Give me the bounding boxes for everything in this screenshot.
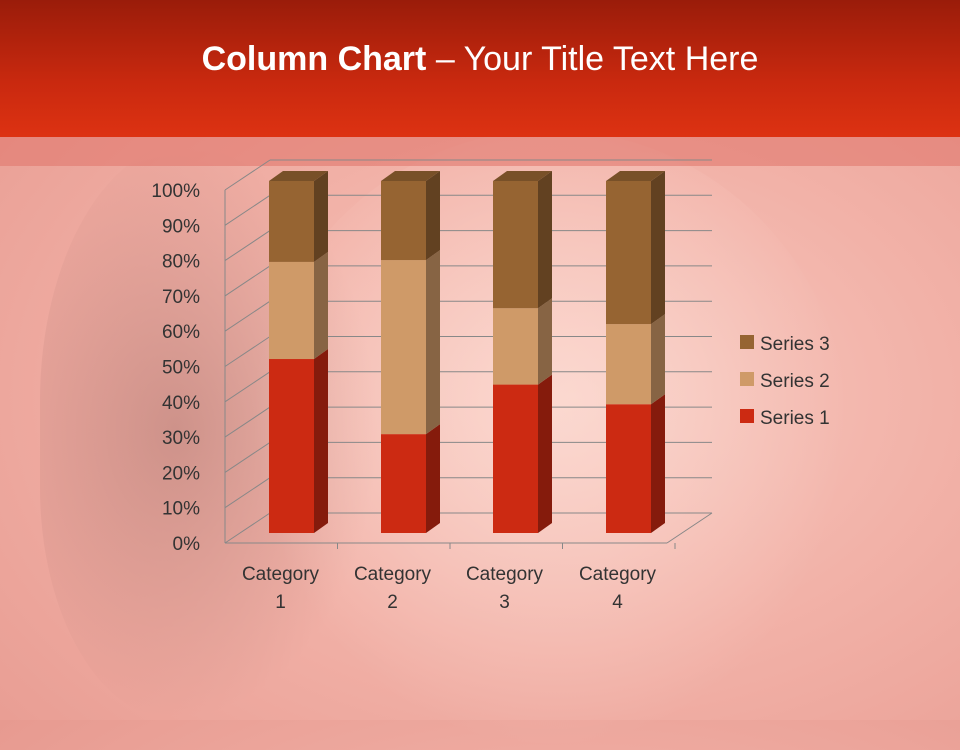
column-chart: 0% 10% 20% 30% 40% 50% 60% 70% 80% 90% 100% Categor… [151, 159, 830, 613]
bar-top-4 [606, 171, 665, 181]
y-tick-label: 40% [162, 393, 200, 414]
x-tick-label-number: 2 [387, 592, 398, 613]
gridline-side [224, 159, 271, 191]
bar-4-series-3 [606, 181, 651, 325]
bar-3-series-2 [493, 308, 538, 385]
gridline-side [224, 406, 271, 438]
bar-top-2 [381, 171, 440, 181]
bar-1-series-1 [269, 359, 314, 533]
x-tick-label: Category [466, 564, 544, 585]
bar-3-series-3 [493, 181, 538, 309]
title-rest: – Your Title Text Here [426, 40, 759, 78]
bar-side-2-series-3 [426, 171, 440, 261]
gridline-side [224, 371, 271, 403]
legend-swatch [740, 409, 754, 423]
bar-2-series-2 [381, 260, 426, 435]
x-tick-label-number: 4 [612, 592, 623, 613]
legend-swatch [740, 335, 754, 349]
y-tick-label: 70% [162, 287, 200, 308]
x-tick-label: Category [579, 564, 657, 585]
y-tick-label: 50% [162, 358, 200, 379]
x-tick-label: Category [242, 564, 320, 585]
title-bar [0, 0, 960, 137]
legend-label: Series 2 [760, 371, 830, 392]
bar-side-1-series-3 [314, 171, 328, 262]
legend-swatch [740, 372, 754, 386]
y-tick-label: 10% [162, 499, 200, 520]
gridline-side [224, 512, 271, 544]
y-tick-label: 30% [162, 428, 200, 449]
bar-side-3-series-2 [538, 298, 552, 385]
title-band [0, 137, 960, 166]
bar-side-2-series-2 [426, 250, 440, 435]
legend-label: Series 1 [760, 408, 830, 429]
legend-label: Series 3 [760, 334, 830, 355]
y-tick-label: 0% [173, 534, 201, 555]
slide-title: Column Chart – Your Title Text Here [0, 40, 960, 79]
y-tick-label: 100% [151, 181, 200, 202]
bar-side-2-series-1 [426, 424, 440, 533]
bar-4-series-2 [606, 324, 651, 405]
bar-1-series-3 [269, 181, 314, 262]
gridline-side [224, 194, 271, 226]
bar-top-3 [493, 171, 552, 181]
bar-3-series-1 [493, 384, 538, 533]
y-tick-label: 80% [162, 252, 200, 273]
bar-side-3-series-1 [538, 374, 552, 533]
gridline-side [224, 336, 271, 367]
bar-2-series-1 [381, 434, 426, 533]
gridline-side [224, 300, 271, 332]
bar-side-3-series-3 [538, 171, 552, 309]
bar-top-1 [269, 171, 328, 181]
gridline-side [224, 477, 271, 509]
bar-side-4-series-1 [651, 394, 665, 533]
x-tick-label: Category [354, 564, 432, 585]
bar-side-4-series-2 [651, 314, 665, 405]
x-tick-label-number: 3 [499, 592, 510, 613]
y-tick-label: 90% [162, 216, 200, 237]
x-tick-label-number: 1 [275, 592, 286, 613]
title-bold: Column Chart [201, 40, 427, 78]
bar-1-series-2 [269, 261, 314, 360]
bar-2-series-3 [381, 181, 426, 261]
gridline-side [224, 265, 271, 297]
bar-4-series-1 [606, 404, 651, 533]
y-tick-label: 20% [162, 463, 200, 484]
gridline-side [224, 230, 271, 262]
bar-side-4-series-3 [651, 171, 665, 325]
floor-edge [666, 512, 713, 544]
bar-side-1-series-2 [314, 251, 328, 360]
y-tick-label: 60% [162, 322, 200, 343]
bar-side-1-series-1 [314, 349, 328, 533]
gridline-side [224, 441, 271, 473]
